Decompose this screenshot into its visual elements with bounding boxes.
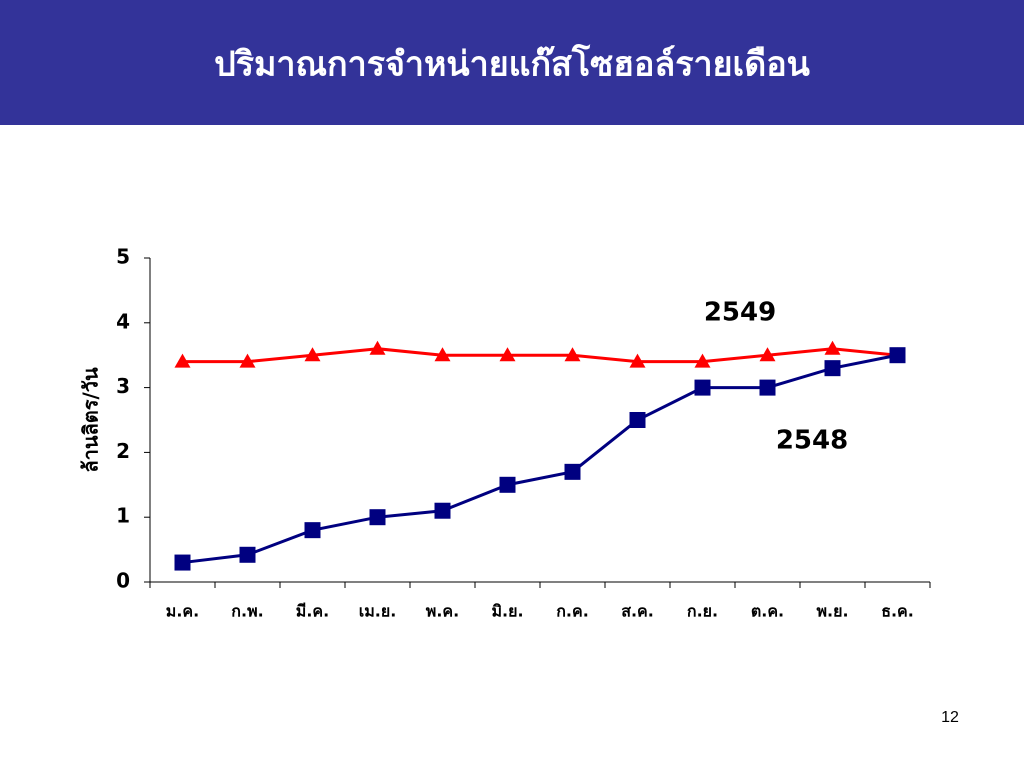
- x-tick-label: มิ.ย.: [491, 602, 523, 621]
- x-tick-label: มี.ค.: [296, 602, 329, 621]
- data-marker: [304, 522, 321, 539]
- data-marker: [824, 360, 841, 377]
- data-marker: [889, 347, 906, 364]
- y-tick-label: 3: [116, 374, 130, 398]
- data-marker: [304, 347, 321, 362]
- data-marker: [499, 476, 516, 493]
- series-label: 2548: [776, 426, 848, 456]
- x-tick-label: ม.ค.: [166, 602, 199, 621]
- header-band: [0, 0, 1024, 125]
- data-marker: [564, 347, 581, 362]
- data-marker: [174, 554, 191, 571]
- x-tick-label: ธ.ค.: [881, 602, 914, 621]
- series-line: [182, 347, 898, 364]
- data-marker: [434, 347, 451, 362]
- x-tick-label: ส.ค.: [621, 602, 654, 621]
- y-tick-label: 5: [116, 245, 130, 269]
- x-tick-label: พ.ย.: [816, 602, 848, 621]
- data-marker: [629, 412, 646, 428]
- y-tick-label: 1: [116, 504, 130, 528]
- y-axis-label: ล้านลิตร/วัน: [79, 367, 103, 473]
- data-marker: [824, 340, 841, 355]
- x-tick-label: ก.ย.: [687, 602, 718, 621]
- data-marker: [239, 353, 256, 368]
- data-marker: [759, 379, 776, 396]
- y-tick-label: 2: [116, 439, 130, 463]
- data-marker: [759, 347, 776, 362]
- series-label: 2549: [704, 298, 776, 328]
- data-marker: [694, 353, 711, 368]
- data-marker: [369, 340, 386, 355]
- data-marker: [239, 546, 256, 563]
- data-marker: [174, 353, 191, 368]
- y-tick-label: 4: [116, 309, 130, 333]
- data-marker: [434, 502, 451, 519]
- y-tick-label: 0: [116, 569, 130, 593]
- x-tick-label: ก.ค.: [556, 602, 589, 621]
- series-line: [182, 353, 898, 565]
- page-number: 12: [941, 709, 959, 726]
- x-tick-label: พ.ค.: [426, 602, 459, 621]
- x-tick-label: ก.พ.: [231, 602, 263, 621]
- data-marker: [499, 347, 516, 362]
- x-tick-label: ต.ค.: [751, 602, 784, 621]
- slide-title: ปริมาณการจำหน่ายแก๊สโซฮอล์รายเดือน: [214, 44, 810, 85]
- data-marker: [629, 353, 646, 368]
- data-marker: [564, 463, 581, 480]
- data-marker: [694, 379, 711, 396]
- x-tick-label: เม.ย.: [359, 602, 397, 621]
- data-marker: [369, 509, 386, 526]
